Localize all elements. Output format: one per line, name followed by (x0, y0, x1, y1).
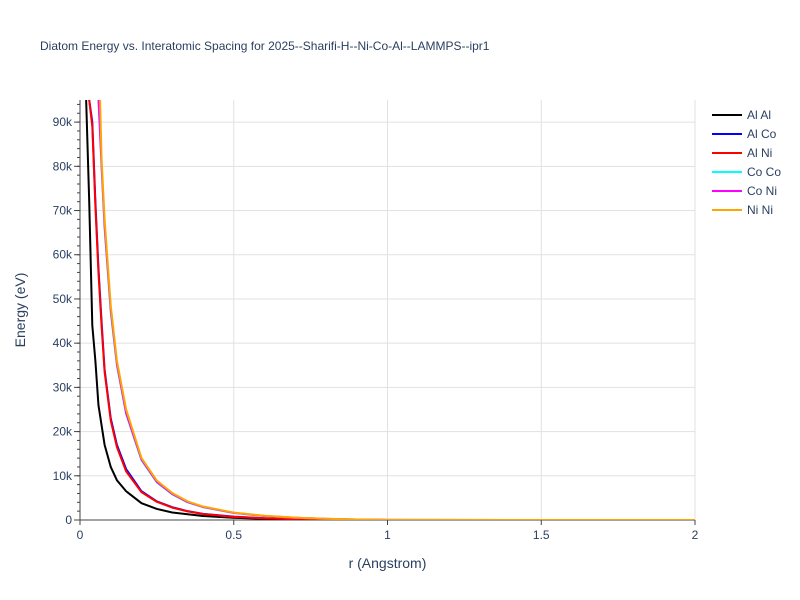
legend-label-ni-ni[interactable]: Ni Ni (747, 203, 773, 217)
x-tick-label: 0 (77, 528, 84, 542)
y-tick-label: 50k (53, 292, 73, 306)
legend[interactable]: Al Al Al Co Al Ni Co Co Co Ni Ni Ni (712, 108, 781, 217)
grid (80, 100, 696, 520)
legend-label-co-co[interactable]: Co Co (747, 165, 781, 179)
legend-label-al-ni[interactable]: Al Ni (747, 146, 772, 160)
y-tick-label: 70k (53, 204, 73, 218)
y-tick-label: 90k (53, 115, 73, 129)
x-axis-title: r (Angstrom) (349, 555, 427, 571)
x-tick-label: 1 (384, 528, 391, 542)
series-lines (85, 100, 695, 520)
y-tick-label: 60k (53, 248, 73, 262)
y-tick-label: 20k (53, 425, 73, 439)
y-tick-label: 10k (53, 469, 73, 483)
legend-label-al-al[interactable]: Al Al (747, 108, 771, 122)
series-line-ni-ni (99, 100, 695, 520)
y-tick-label: 40k (53, 336, 73, 350)
y-tick-label: 80k (53, 159, 73, 173)
x-tick-label: 0.5 (225, 528, 242, 542)
y-tick-label: 30k (53, 380, 73, 394)
chart-title: Diatom Energy vs. Interatomic Spacing fo… (40, 39, 490, 53)
legend-label-al-co[interactable]: Al Co (747, 127, 777, 141)
legend-label-co-ni[interactable]: Co Ni (747, 184, 777, 198)
y-tick-label: 0 (65, 513, 72, 527)
x-tick-label: 1.5 (533, 528, 550, 542)
y-axis-title: Energy (eV) (12, 273, 28, 348)
x-tick-label: 2 (692, 528, 699, 542)
